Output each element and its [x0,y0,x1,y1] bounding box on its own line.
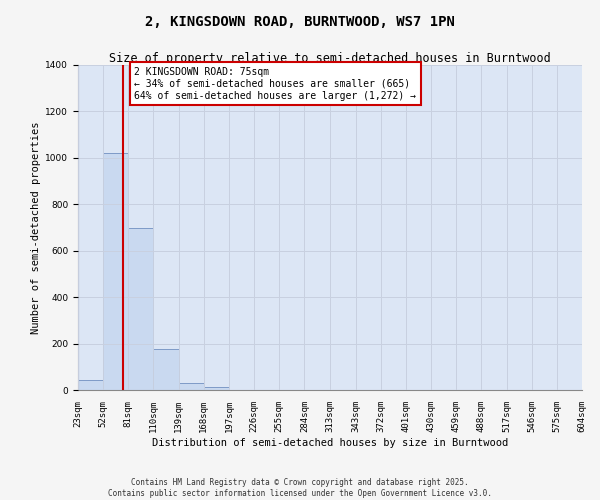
Title: Size of property relative to semi-detached houses in Burntwood: Size of property relative to semi-detach… [109,52,551,65]
Bar [128,228,154,390]
Y-axis label: Number of semi-detached properties: Number of semi-detached properties [31,121,41,334]
X-axis label: Distribution of semi-detached houses by size in Burntwood: Distribution of semi-detached houses by … [152,438,508,448]
Bar [179,383,204,390]
Bar [78,380,103,390]
Text: 2 KINGSDOWN ROAD: 75sqm
← 34% of semi-detached houses are smaller (665)
64% of s: 2 KINGSDOWN ROAD: 75sqm ← 34% of semi-de… [134,68,416,100]
Bar [154,350,179,390]
Text: 2, KINGSDOWN ROAD, BURNTWOOD, WS7 1PN: 2, KINGSDOWN ROAD, BURNTWOOD, WS7 1PN [145,15,455,29]
Text: Contains HM Land Registry data © Crown copyright and database right 2025.
Contai: Contains HM Land Registry data © Crown c… [108,478,492,498]
Bar [103,153,128,390]
Bar [204,386,229,390]
